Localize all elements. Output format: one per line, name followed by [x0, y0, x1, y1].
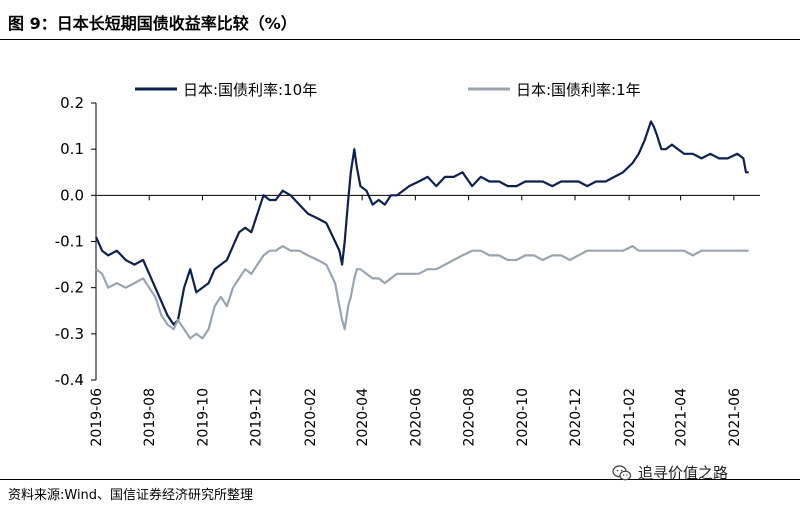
series-line-10y [94, 120, 749, 326]
source-note: 资料来源:Wind、国信证券经济研究所整理 [8, 488, 254, 503]
x-tick-label: 2021-02 [622, 388, 638, 447]
x-tick-label: 2019-06 [89, 388, 105, 447]
y-tick-label: -0.4 [55, 371, 84, 389]
x-tick-label: 2020-04 [355, 388, 371, 447]
x-tick-label: 2019-08 [142, 388, 158, 447]
legend-label-1y: 日本:国债利率:1年 [516, 81, 641, 99]
x-tick-label: 2021-04 [674, 388, 690, 447]
chart-legend: 日本:国债利率:10年 日本:国债利率:1年 [135, 81, 641, 99]
y-tick-label: 0.2 [60, 94, 84, 112]
y-tick-label: 0.1 [60, 140, 84, 158]
yield-chart: 日本:国债利率:10年 日本:国债利率:1年 0.2 0.1 0.0 -0.1 -0.2 -… [55, 81, 760, 447]
source-divider [0, 479, 800, 480]
legend-label-10y: 日本:国债利率:10年 [183, 81, 317, 99]
series-line-1y [95, 245, 749, 340]
x-tick-label: 2019-10 [195, 388, 211, 447]
title-divider [0, 39, 800, 40]
x-tick-label: 2021-06 [727, 388, 743, 447]
x-tick-label: 2020-10 [515, 388, 531, 447]
x-tick-label: 2020-08 [462, 388, 478, 447]
x-tick-label: 2020-06 [408, 388, 424, 447]
y-tick-label: -0.1 [55, 233, 84, 251]
figure-title: 图 9：日本长短期国债收益率比较（%） [8, 14, 297, 33]
y-tick-label: -0.3 [55, 325, 84, 343]
watermark-text: 追寻价值之路 [638, 464, 729, 482]
wechat-icon [612, 464, 632, 480]
chart-axes: 0.2 0.1 0.0 -0.1 -0.2 -0.3 -0.4 2019-06 2019-08 2… [55, 94, 760, 447]
watermark: 追寻价值之路 [612, 462, 728, 483]
x-tick-label: 2020-12 [568, 388, 584, 447]
y-tick-label: 0.0 [60, 186, 84, 204]
y-tick-label: -0.2 [55, 279, 84, 297]
x-tick-label: 2019-12 [249, 388, 265, 447]
chart-series [94, 120, 749, 340]
x-tick-label: 2020-02 [303, 388, 319, 447]
